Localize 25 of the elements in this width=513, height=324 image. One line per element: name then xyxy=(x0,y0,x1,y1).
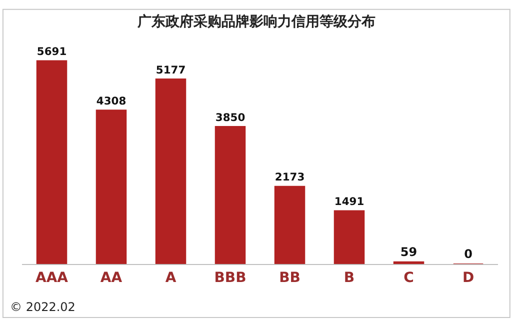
data-label: 0 xyxy=(464,247,472,261)
x-tick-label: D xyxy=(462,270,474,286)
bar xyxy=(36,60,68,264)
data-label: 1491 xyxy=(334,195,364,208)
x-tick-label: BBB xyxy=(214,270,246,286)
bar xyxy=(96,110,127,264)
x-tick-label: C xyxy=(404,270,414,286)
data-label: 2173 xyxy=(274,170,305,184)
data-label: 5177 xyxy=(156,63,186,76)
text: © 2022.02 xyxy=(10,300,76,314)
bar xyxy=(214,126,246,264)
x-tick-label: BB xyxy=(279,270,300,286)
bar xyxy=(393,261,424,264)
x-tick-label: B xyxy=(344,270,355,286)
chart-title: 广东政府采购品牌影响力信用等级分布 xyxy=(136,13,376,30)
bar xyxy=(334,210,365,264)
bar xyxy=(155,78,186,264)
x-tick-label: AAA xyxy=(35,270,68,286)
data-label: 3850 xyxy=(215,110,246,124)
data-label: 4308 xyxy=(96,94,126,108)
x-tick-label: AA xyxy=(100,270,122,286)
data-label: 5691 xyxy=(36,45,67,58)
x-tick-label: A xyxy=(165,270,176,286)
data-label: 59 xyxy=(400,244,418,259)
bar xyxy=(274,186,306,264)
